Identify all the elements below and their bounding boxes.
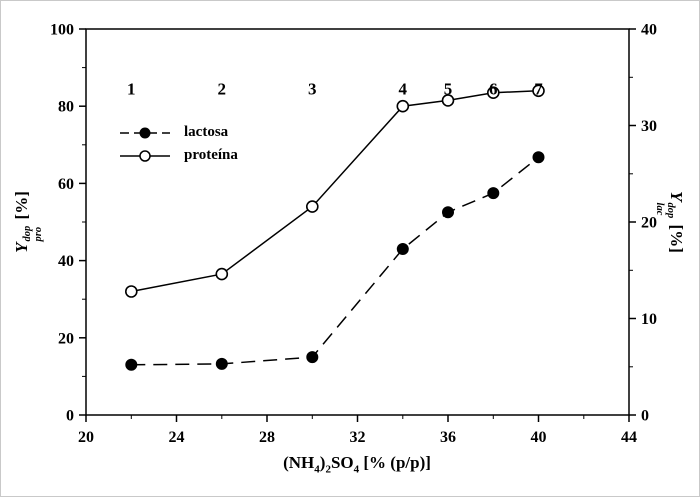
x-label-part: )	[319, 453, 326, 472]
y-right-sub: lac	[654, 202, 665, 216]
y-axis-left: 0 20 40 60 80 100	[50, 22, 86, 425]
y-axis-right: 0 10 20 30 40	[629, 22, 657, 425]
x-label-sub: 2	[325, 463, 331, 476]
y-right-tick-label: 20	[641, 215, 657, 232]
point-number-label: 5	[444, 80, 453, 99]
data-point-marker	[486, 86, 500, 99]
x-label-part: SO	[330, 453, 354, 472]
lactosa-line-sample	[120, 127, 170, 138]
y-right-unit: [%]	[667, 220, 687, 253]
data-point-marker	[215, 357, 228, 370]
point-number-label: 7	[534, 80, 543, 99]
y-right-tick-label: 30	[641, 118, 657, 135]
series-markers-0	[125, 151, 545, 371]
legend: lactosa proteína	[119, 121, 238, 167]
legend-item-proteina: proteína	[119, 144, 238, 167]
data-point-marker	[487, 187, 500, 200]
y-left-unit: [%]	[11, 191, 31, 224]
data-point-marker	[125, 285, 138, 298]
x-tick-label: 44	[621, 429, 637, 446]
data-point-marker	[396, 243, 409, 255]
x-axis: 20 24 28 32 36 40 44	[78, 415, 637, 446]
y-left-sub: pro	[33, 226, 44, 242]
data-point-marker	[125, 358, 138, 371]
y-right-tick-label: 0	[641, 408, 649, 425]
data-point-marker	[532, 151, 545, 164]
x-tick-label: 20	[78, 429, 94, 446]
x-tick-label: 24	[169, 429, 185, 446]
point-number-label: 6	[489, 80, 498, 99]
data-point-marker	[532, 84, 545, 98]
y-left-tick-label: 0	[66, 408, 74, 425]
y-right-tick-label: 10	[641, 311, 657, 328]
data-point-marker	[442, 206, 454, 219]
y-left-symbol: Y	[11, 242, 31, 253]
x-axis-label: (NH4)2SO4 [% (p/p)]	[283, 453, 431, 475]
point-number-label: 2	[218, 80, 227, 99]
x-label-part: (NH	[283, 453, 315, 472]
data-point-marker	[396, 99, 410, 113]
x-label-sub: 4	[314, 463, 320, 476]
legend-label-proteina: proteína	[184, 147, 238, 163]
legend-label-lactosa: lactosa	[184, 124, 229, 140]
data-point-marker	[215, 267, 229, 281]
proteina-line-sample	[120, 149, 170, 162]
series-line-0	[131, 156, 539, 366]
point-number-label: 1	[127, 80, 136, 99]
data-point-marker	[306, 351, 319, 364]
x-tick-label: 36	[440, 429, 456, 446]
y-right-tick-label: 40	[641, 22, 657, 39]
point-number-labels: 1 2 3 4 5 6 7	[127, 80, 543, 99]
x-label-unit: [% (p/p)]	[359, 453, 431, 472]
data-point-marker	[441, 94, 455, 107]
x-tick-label: 40	[531, 429, 547, 446]
x-label-sub: 4	[353, 463, 360, 476]
y-left-tick-label: 60	[58, 176, 74, 193]
y-left-tick-label: 100	[50, 22, 74, 39]
legend-item-lactosa: lactosa	[119, 121, 238, 144]
y-left-supsub: dop pro	[22, 226, 44, 242]
x-tick-label: 28	[259, 429, 275, 446]
y-left-tick-label: 40	[58, 253, 74, 270]
y-right-sup: dop	[665, 202, 677, 219]
point-number-label: 4	[399, 80, 408, 99]
data-point-marker	[305, 200, 319, 213]
x-tick-label: 32	[350, 429, 366, 446]
y-right-symbol: Y	[667, 191, 687, 202]
point-number-label: 3	[308, 80, 317, 99]
y-left-tick-label: 80	[58, 99, 74, 116]
plot-frame	[85, 28, 630, 416]
y-left-tick-label: 20	[58, 330, 74, 347]
series-markers-1	[125, 84, 545, 298]
y-left-sup: dop	[21, 225, 33, 242]
y-right-supsub: dop lac	[654, 203, 676, 219]
